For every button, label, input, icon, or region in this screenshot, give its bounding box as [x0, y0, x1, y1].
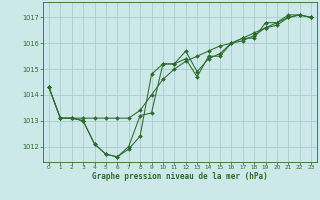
- X-axis label: Graphe pression niveau de la mer (hPa): Graphe pression niveau de la mer (hPa): [92, 172, 268, 181]
